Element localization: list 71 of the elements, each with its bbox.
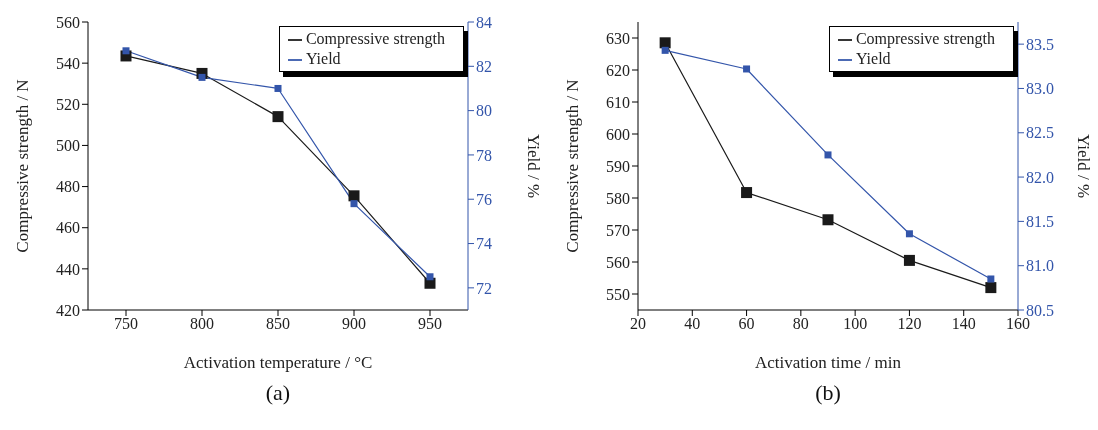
y2-tick-label: 72 <box>476 279 492 297</box>
x-tick-label: 900 <box>342 315 366 333</box>
point <box>198 73 206 81</box>
y2-tick-label: 83.5 <box>1026 35 1054 53</box>
x-axis-title: Activation time / min <box>755 353 902 372</box>
x-tick-label: 60 <box>738 315 755 333</box>
y-tick-label: 550 <box>606 285 630 303</box>
legend-label: Yield <box>855 50 891 67</box>
x-tick-label: 850 <box>266 315 290 333</box>
y-tick-label: 630 <box>606 29 630 47</box>
y2-axis-title: Yield / % <box>523 133 543 199</box>
point <box>274 84 282 92</box>
x-tick-label: 100 <box>843 315 868 333</box>
y-tick-label: 560 <box>606 253 630 271</box>
x-tick-label: 120 <box>897 315 922 333</box>
point <box>905 230 913 238</box>
y-tick-label: 440 <box>56 260 80 278</box>
point <box>822 214 834 226</box>
text: (a) <box>265 380 291 406</box>
point <box>348 190 360 202</box>
point <box>426 273 434 281</box>
y2-tick-label: 81.5 <box>1026 213 1054 231</box>
x-tick-label: 800 <box>190 315 214 333</box>
point <box>987 275 995 283</box>
point <box>122 47 130 55</box>
point <box>741 187 753 199</box>
y-tick-label: 620 <box>606 61 630 79</box>
point <box>659 37 671 49</box>
x-tick-label: 750 <box>114 315 138 333</box>
y-tick-label: 460 <box>56 219 80 237</box>
point <box>985 282 997 294</box>
y-tick-label: 560 <box>56 13 80 31</box>
y2-tick-label: 82 <box>476 57 492 75</box>
y-tick-label: 480 <box>56 178 80 196</box>
x-tick-label: 140 <box>951 315 976 333</box>
legend-label: Yield <box>305 50 341 67</box>
text: (b) <box>815 380 841 406</box>
y-tick-label: 500 <box>56 137 80 155</box>
y2-axis-title: Yield / % <box>1073 133 1093 199</box>
y2-tick-label: 83.0 <box>1026 80 1054 98</box>
y2-tick-label: 84 <box>476 13 492 31</box>
y2-tick-label: 78 <box>476 146 492 164</box>
y2-tick-label: 81.0 <box>1026 257 1054 275</box>
y-tick-label: 590 <box>606 157 630 175</box>
point <box>824 151 832 159</box>
x-tick-label: 80 <box>792 315 809 333</box>
y-tick-label: 540 <box>56 54 80 72</box>
y-tick-label: 570 <box>606 221 630 239</box>
y-tick-label: 610 <box>606 93 630 111</box>
y2-tick-label: 80 <box>476 102 492 120</box>
legend-label: Compressive strength <box>305 30 445 47</box>
y-tick-label: 420 <box>56 301 80 319</box>
point <box>272 111 284 123</box>
y2-tick-label: 82.0 <box>1026 168 1054 186</box>
x-axis-title: Activation temperature / °C <box>183 353 373 372</box>
legend-label: Compressive strength <box>855 30 995 47</box>
point <box>743 65 751 73</box>
point <box>661 46 669 54</box>
x-tick-label: 20 <box>630 315 646 333</box>
y-tick-label: 580 <box>606 189 630 207</box>
y-axis-title: Compressive strength / N <box>13 79 33 253</box>
x-tick-label: 40 <box>684 315 701 333</box>
y2-tick-label: 82.5 <box>1026 124 1054 142</box>
y-axis-title: Compressive strength / N <box>563 79 583 253</box>
point <box>903 254 915 266</box>
y2-tick-label: 76 <box>476 190 492 208</box>
y2-tick-label: 74 <box>476 235 492 253</box>
y-tick-label: 520 <box>56 95 80 113</box>
y-tick-label: 600 <box>606 125 630 143</box>
point <box>350 200 358 208</box>
x-tick-label: 950 <box>418 315 442 333</box>
